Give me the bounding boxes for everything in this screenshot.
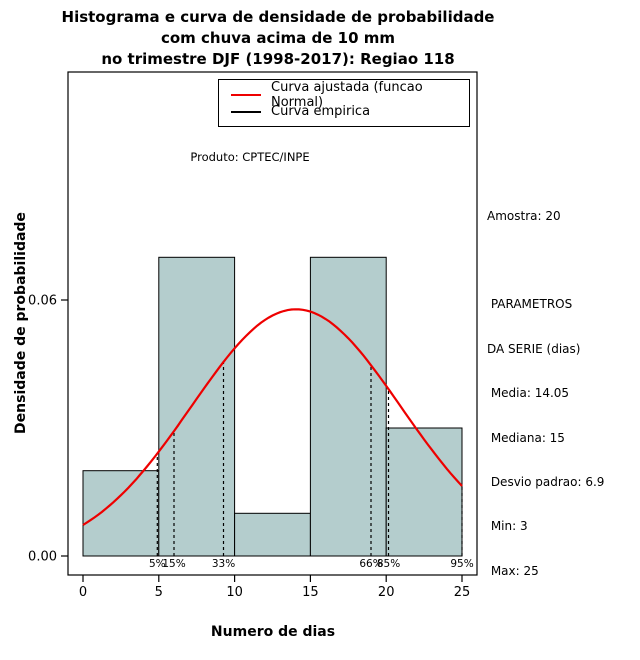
x-tick-label: 15 [302, 585, 319, 600]
x-tick-label: 20 [378, 585, 395, 600]
x-tick-label: 10 [226, 585, 243, 600]
stat-blank [487, 653, 604, 660]
stat-sample-size: Amostra: 20 [487, 208, 561, 223]
stat-max: Max: 25 [487, 563, 539, 578]
y-tick-label: 0.00 [28, 550, 57, 565]
stat-blank [487, 608, 604, 623]
percentile-label: 15% [162, 558, 185, 570]
plot-border [67, 71, 478, 576]
chart-title-line1: Histograma e curva de densidade de proba… [61, 8, 495, 26]
percentile-label: 95% [450, 558, 473, 570]
legend-box: Curva ajustada (funcao Normal) Curva emp… [218, 79, 470, 127]
chart-title: Histograma e curva de densidade de proba… [0, 7, 556, 70]
chart-title-line2: com chuva acima de 10 mm [160, 29, 396, 47]
x-tick-label: 5 [155, 585, 163, 600]
x-tick-label: 0 [79, 585, 87, 600]
stat-params-header2: DA SERIE (dias) [487, 341, 581, 356]
fitted-curve-line-swatch [231, 93, 261, 96]
percentile-label: 66% [359, 558, 382, 570]
stat-params-header1: PARAMETROS [487, 297, 573, 312]
percentile-label: 33% [212, 558, 235, 570]
legend-label: Curva empirica [271, 104, 371, 119]
legend-item-fitted-curve: Curva ajustada (funcao Normal) [231, 80, 465, 110]
histogram-bar [309, 256, 387, 557]
stats-panel: Amostra: 20 PARAMETROS DA SERIE (dias) M… [487, 179, 604, 660]
product-annotation: Produto: CPTEC/INPE [190, 150, 310, 164]
percentile-label: 85% [377, 558, 400, 570]
y-tick-label: 0.06 [28, 294, 57, 309]
percentile-label: 5% [149, 558, 166, 570]
histogram-bar [158, 256, 236, 557]
empirical-curve-line-swatch [231, 110, 261, 113]
legend-label: Curva ajustada (funcao Normal) [271, 79, 423, 110]
x-tick-label: 25 [454, 585, 471, 600]
chart-title-line3: no trimestre DJF (1998-2017): Regiao 118 [101, 50, 455, 68]
legend-item-empirical-curve: Curva empirica [231, 103, 465, 120]
histogram-bar [82, 470, 160, 557]
fitted-normal-curve [82, 308, 463, 526]
stat-stddev: Desvio padrao: 6.9 [487, 474, 605, 489]
histogram-bar [385, 427, 463, 557]
x-axis-label: Numero de dias [210, 624, 336, 640]
stat-median: Mediana: 15 [487, 430, 565, 445]
stat-blank [487, 253, 604, 268]
histogram-bar [234, 512, 311, 557]
stat-min: Min: 3 [487, 519, 528, 534]
y-axis-label: Densidade de probabilidade [13, 212, 29, 434]
stat-mean: Media: 14.05 [487, 386, 570, 401]
